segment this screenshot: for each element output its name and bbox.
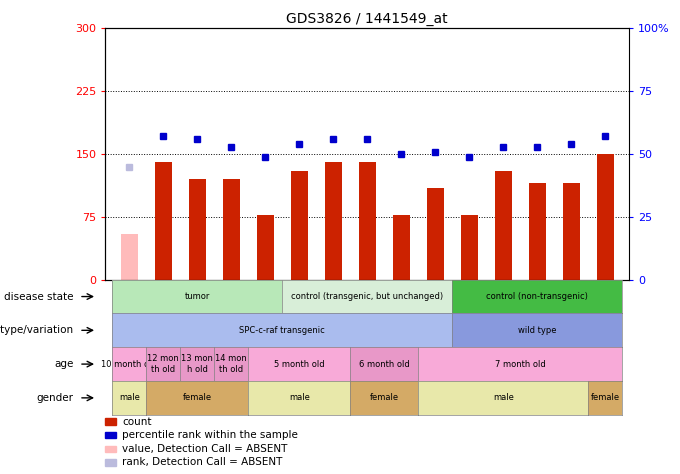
Text: tumor: tumor bbox=[184, 292, 210, 301]
Text: female: female bbox=[370, 393, 398, 402]
Text: control (transgenic, but unchanged): control (transgenic, but unchanged) bbox=[291, 292, 443, 301]
Text: 12 mon
th old: 12 mon th old bbox=[148, 355, 179, 374]
Text: percentile rank within the sample: percentile rank within the sample bbox=[122, 430, 298, 440]
Bar bbox=[223, 179, 240, 280]
Text: female: female bbox=[183, 393, 211, 402]
Text: control (non-transgenic): control (non-transgenic) bbox=[486, 292, 588, 301]
Bar bbox=[325, 163, 342, 280]
Text: wild type: wild type bbox=[518, 326, 556, 335]
Bar bbox=[155, 163, 171, 280]
Text: 7 month old: 7 month old bbox=[495, 360, 545, 369]
Text: male: male bbox=[493, 393, 513, 402]
Bar bbox=[105, 446, 116, 452]
Text: rank, Detection Call = ABSENT: rank, Detection Call = ABSENT bbox=[122, 457, 282, 467]
Bar bbox=[359, 163, 376, 280]
Bar bbox=[105, 432, 116, 438]
Bar bbox=[495, 171, 512, 280]
Title: GDS3826 / 1441549_at: GDS3826 / 1441549_at bbox=[286, 12, 448, 26]
Text: 6 month old: 6 month old bbox=[359, 360, 409, 369]
Text: gender: gender bbox=[37, 393, 73, 403]
Bar bbox=[291, 171, 308, 280]
Text: 14 mon
th old: 14 mon th old bbox=[216, 355, 247, 374]
Bar bbox=[529, 183, 546, 280]
Text: male: male bbox=[289, 393, 309, 402]
Bar bbox=[105, 459, 116, 466]
Text: value, Detection Call = ABSENT: value, Detection Call = ABSENT bbox=[122, 444, 287, 454]
Text: 10 month old: 10 month old bbox=[101, 360, 157, 369]
Text: 13 mon
h old: 13 mon h old bbox=[182, 355, 213, 374]
Text: 5 month old: 5 month old bbox=[274, 360, 324, 369]
Text: genotype/variation: genotype/variation bbox=[0, 325, 73, 335]
Text: SPC-c-raf transgenic: SPC-c-raf transgenic bbox=[239, 326, 325, 335]
Bar bbox=[597, 154, 614, 280]
Text: disease state: disease state bbox=[4, 292, 73, 301]
Bar bbox=[393, 215, 409, 280]
Bar bbox=[121, 234, 137, 280]
Bar bbox=[427, 188, 444, 280]
Bar bbox=[189, 179, 206, 280]
Text: count: count bbox=[122, 417, 152, 427]
Text: age: age bbox=[54, 359, 73, 369]
Text: female: female bbox=[591, 393, 619, 402]
Text: male: male bbox=[119, 393, 139, 402]
Bar bbox=[257, 215, 274, 280]
Bar bbox=[105, 418, 116, 425]
Bar bbox=[461, 215, 477, 280]
Bar bbox=[563, 183, 580, 280]
